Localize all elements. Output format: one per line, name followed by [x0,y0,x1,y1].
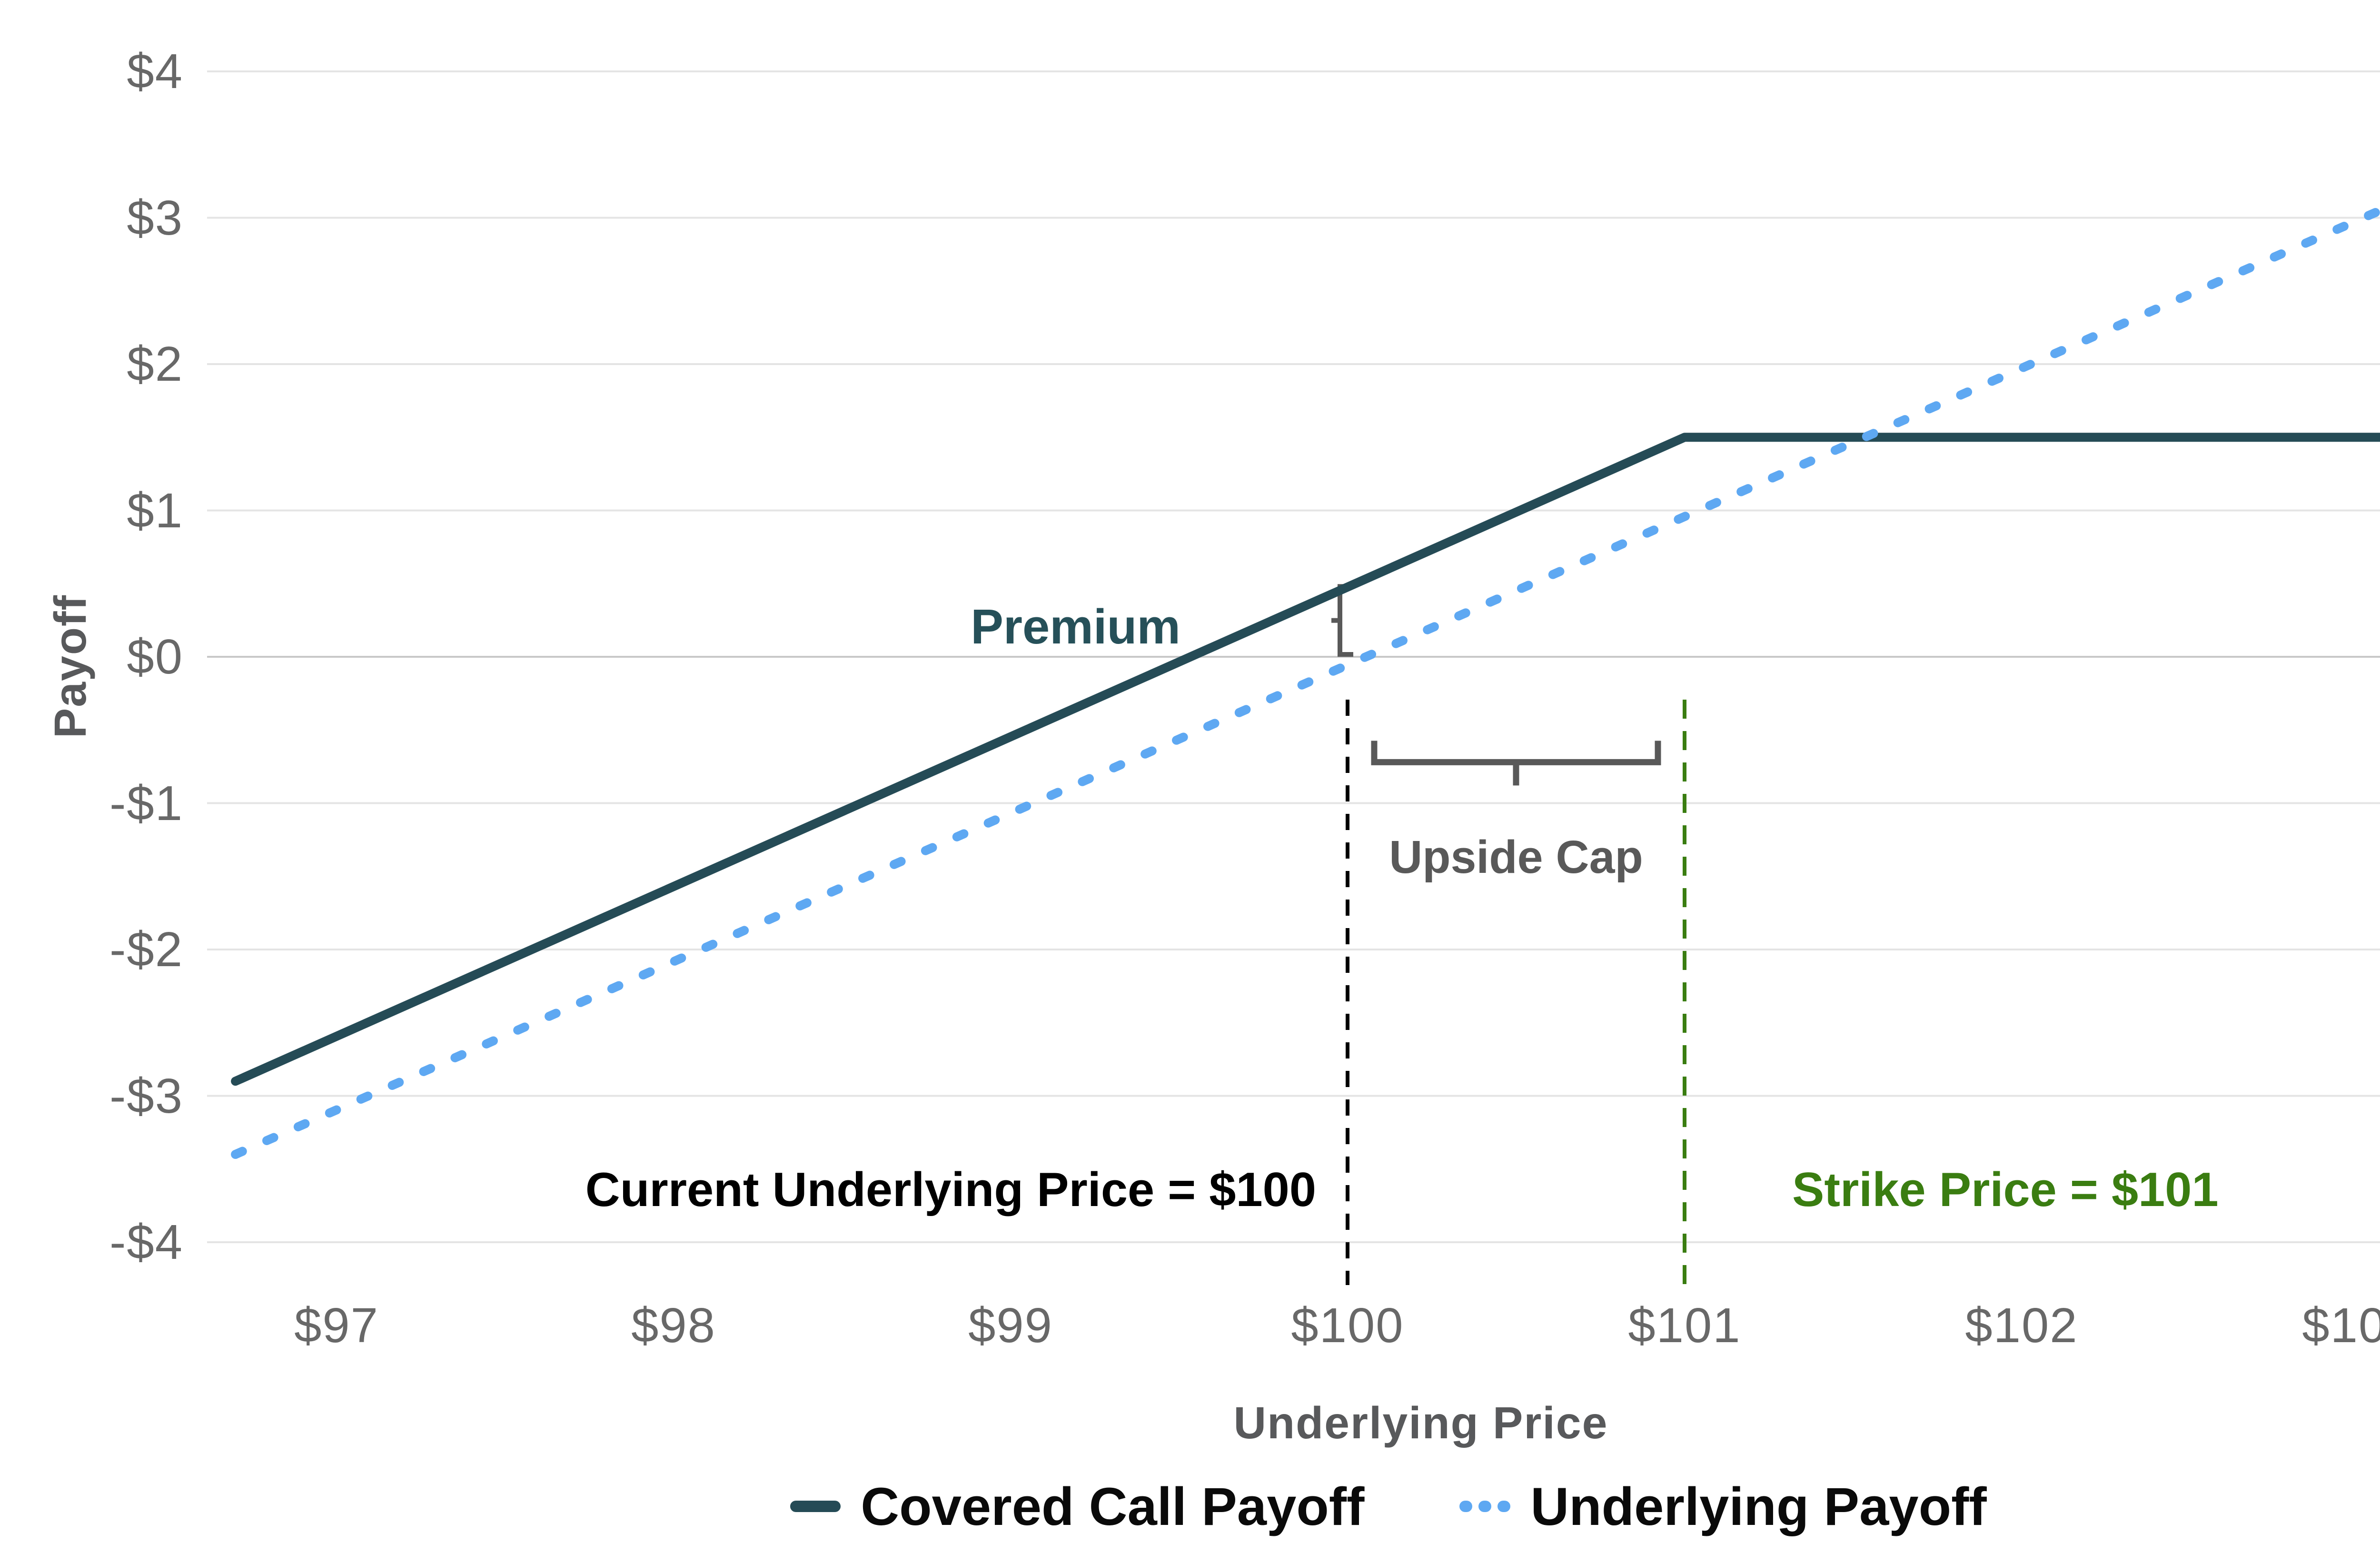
x-tick-label-$98: $98 [631,1298,716,1353]
y-tick-label--$4: -$4 [109,1215,183,1269]
y-tick-label--$1: -$1 [109,775,183,831]
x-tick-label-$100: $100 [1291,1298,1404,1353]
series-line-covered-call-payoff [231,433,2380,1086]
legend-item-covered-call: Covered Call Payoff [790,1476,1364,1537]
legend-label-covered-call: Covered Call Payoff [861,1476,1365,1536]
x-tick-label-$102: $102 [1965,1298,2078,1353]
y-tick-label--$3: -$3 [109,1068,183,1123]
upside-cap-annotation-label: Upside Cap [1389,831,1643,883]
covered-call-line-swatch-icon [790,1501,841,1512]
underlying-dashed-line-swatch-icon [1459,1501,1511,1512]
upside-cap-bracket [1371,741,1661,786]
x-tick-label-$103: $103 [2302,1298,2380,1353]
legend: Covered Call Payoff Underlying Payoff [0,1466,2380,1547]
x-axis-title: Underlying Price [1233,1398,1608,1448]
y-tick-label--$2: -$2 [109,922,183,977]
legend-item-underlying: Underlying Payoff [1459,1476,1987,1537]
series-line-underlying-payoff [231,205,2380,1159]
premium-annotation-label: Premium [971,599,1180,654]
x-tick-label-$101: $101 [1628,1298,1741,1353]
current-price-line-label: Current Underlying Price = $100 [585,1163,1316,1217]
y-tick-label-$3: $3 [127,190,183,245]
strike-price-line-label: Strike Price = $101 [1792,1163,2219,1217]
y-tick-label-$0: $0 [127,629,183,684]
y-tick-label-$2: $2 [127,336,183,391]
y-tick-label-$1: $1 [127,483,183,538]
legend-label-underlying: Underlying Payoff [1530,1476,1987,1536]
x-tick-label-$97: $97 [294,1298,379,1353]
y-tick-label-$4: $4 [127,44,183,99]
x-tick-label-$99: $99 [968,1298,1053,1353]
